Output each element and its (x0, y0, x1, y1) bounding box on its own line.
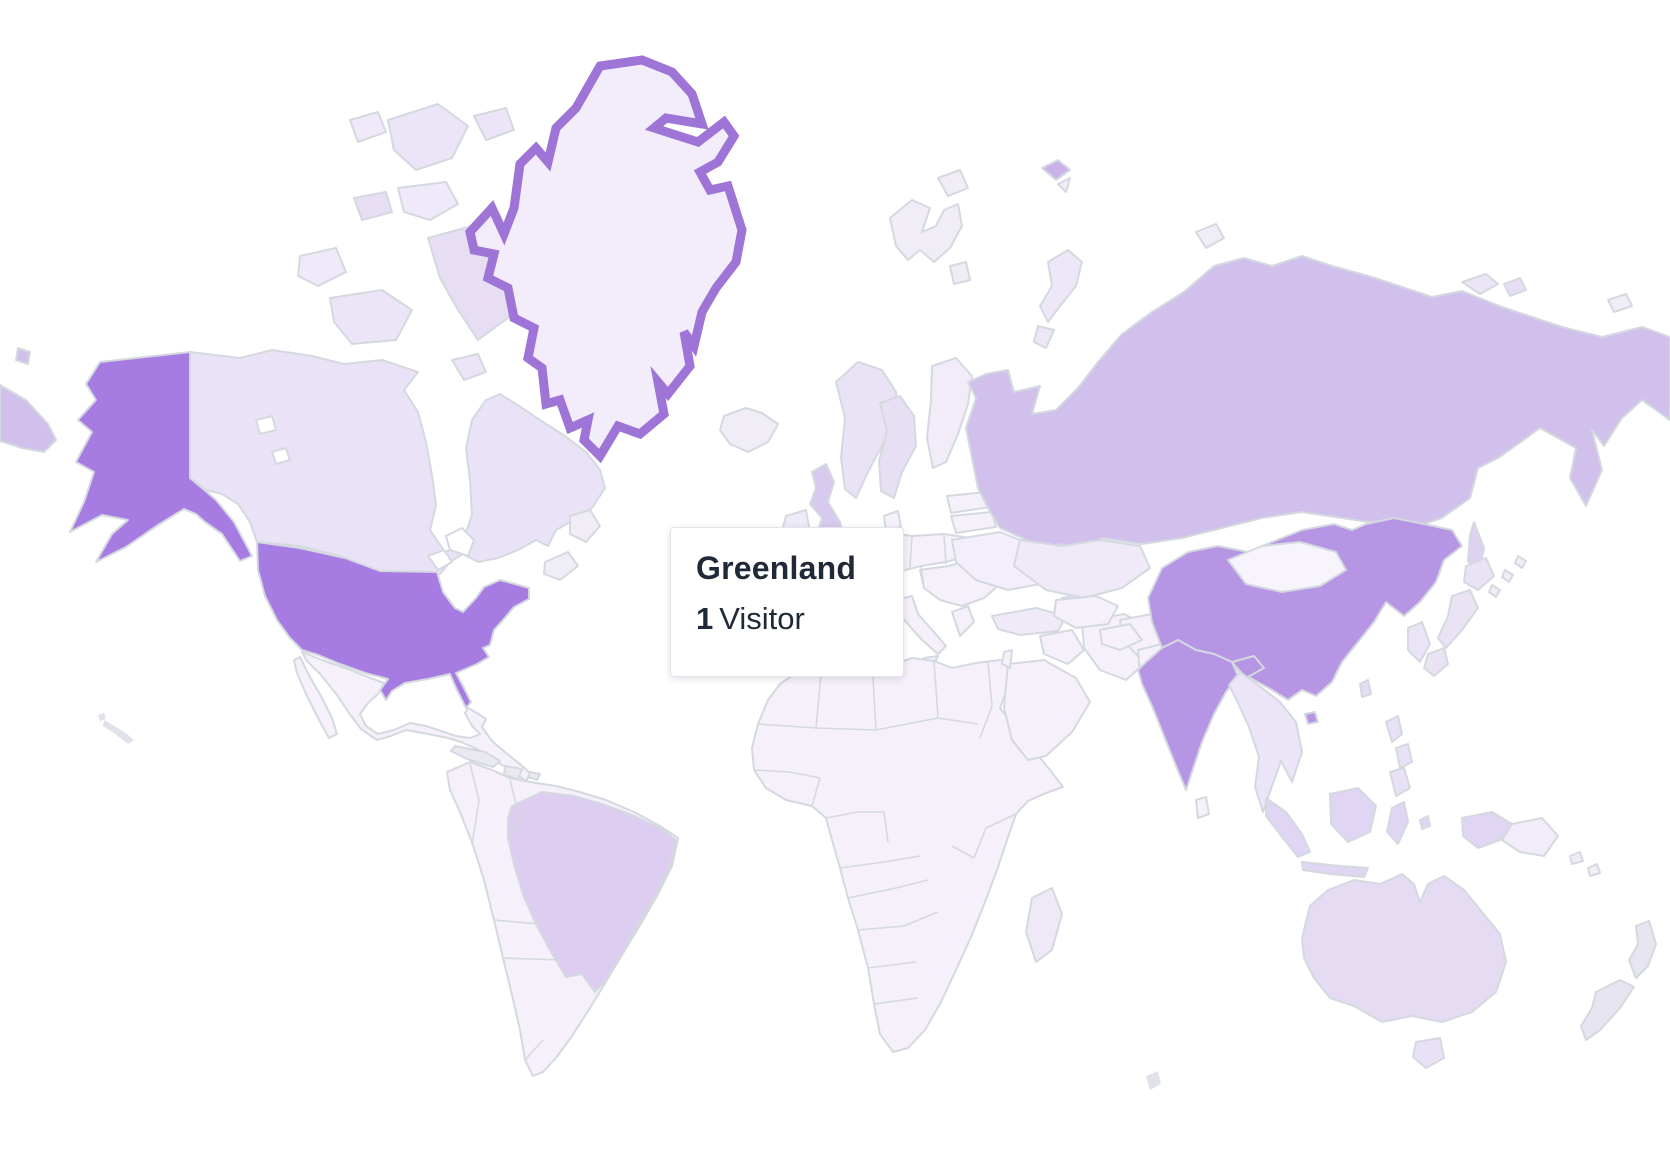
country-philippines[interactable] (1385, 715, 1413, 797)
tooltip-visitor-number: 1 (696, 600, 714, 636)
country-kazakhstan[interactable] (1013, 539, 1151, 599)
island-cuba[interactable] (450, 745, 501, 768)
country-borders-africa (753, 660, 1017, 1005)
island-new-siberian[interactable] (1503, 277, 1527, 297)
country-turkey[interactable] (991, 607, 1067, 636)
island-kerguelen[interactable] (1146, 1071, 1161, 1090)
island-puerto-rico[interactable] (527, 771, 541, 781)
island-southampton[interactable] (451, 353, 487, 381)
island-wrangel[interactable] (1607, 293, 1633, 313)
region-levant[interactable] (1001, 649, 1013, 669)
country-saudi-arabia[interactable] (1003, 659, 1091, 761)
region-west-papua[interactable] (1461, 811, 1513, 849)
lake-great-lakes (445, 527, 475, 557)
island-borneo[interactable] (1329, 787, 1377, 843)
country-usa-alaska[interactable] (69, 351, 253, 563)
island-franz-josef[interactable] (1057, 177, 1071, 193)
island-hainan[interactable] (1304, 711, 1319, 725)
island-java[interactable] (1301, 861, 1369, 878)
island-svalbard[interactable] (889, 199, 963, 263)
island-tasmania[interactable] (1412, 1037, 1445, 1069)
region-nova-scotia[interactable] (543, 551, 579, 581)
country-japan[interactable] (1423, 557, 1495, 677)
island-devon[interactable] (397, 181, 459, 221)
country-papua-new-guinea[interactable] (1501, 817, 1559, 857)
country-iraq[interactable] (1039, 629, 1085, 665)
island-arctic[interactable] (349, 111, 387, 143)
lake-great-lakes (427, 549, 453, 571)
country-russia[interactable] (965, 255, 1670, 553)
country-russia-fragment[interactable] (15, 347, 31, 365)
country-greenland[interactable] (465, 55, 747, 464)
island-franz-josef[interactable] (1041, 159, 1071, 181)
tooltip-visitor-count: 1 Visitor (696, 600, 879, 636)
island-kurils[interactable] (1488, 555, 1527, 598)
island-madagascar[interactable] (1025, 887, 1063, 963)
country-mongolia[interactable] (1227, 541, 1347, 593)
country-borders-south-america (469, 763, 561, 1061)
country-usa-mainland[interactable] (256, 541, 530, 709)
country-iceland[interactable] (719, 407, 779, 453)
region-central-asia[interactable] (1053, 595, 1119, 629)
island-new-siberian[interactable] (1461, 273, 1499, 295)
island-novaya-zemlya[interactable] (1033, 325, 1055, 349)
world-countries (0, 55, 1670, 1090)
island-taiwan[interactable] (1359, 679, 1372, 698)
country-norway[interactable] (835, 361, 899, 499)
country-india[interactable] (1137, 639, 1239, 791)
country-sweden[interactable] (878, 395, 917, 499)
island-severnaya[interactable] (1195, 223, 1225, 249)
island-newfoundland[interactable] (569, 509, 601, 543)
island-sulawesi[interactable] (1386, 801, 1409, 845)
lake-canada (271, 447, 291, 465)
region-korea[interactable] (1407, 621, 1431, 663)
tooltip-country-name: Greenland (696, 550, 857, 586)
island-arctic[interactable] (353, 191, 393, 221)
region-central-asia[interactable] (1099, 623, 1143, 651)
island-sri-lanka[interactable] (1195, 796, 1210, 819)
island-ellesmere[interactable] (387, 103, 469, 171)
island-victoria[interactable] (329, 289, 413, 345)
country-mexico[interactable] (301, 651, 532, 782)
country-greece[interactable] (951, 605, 975, 637)
island-hawaii[interactable] (98, 713, 134, 744)
island-arctic[interactable] (473, 107, 515, 141)
lake-canada (255, 415, 277, 435)
island-banks[interactable] (297, 247, 347, 287)
island-moluccas[interactable] (1419, 815, 1431, 830)
island-novaya-zemlya[interactable] (1039, 249, 1083, 323)
region-baltics[interactable] (950, 511, 997, 534)
island-svalbard[interactable] (937, 169, 971, 285)
country-canada[interactable] (189, 349, 606, 575)
map-tooltip: Greenland 1 Visitor (670, 527, 904, 677)
island-sumatra[interactable] (1265, 797, 1311, 858)
tooltip-visitor-label: Visitor (719, 600, 805, 636)
country-australia[interactable] (1301, 873, 1507, 1023)
country-new-zealand[interactable] (1580, 920, 1657, 1041)
region-indochina[interactable] (1228, 671, 1303, 813)
country-russia-fragment[interactable] (0, 384, 57, 453)
country-borders-europe (797, 517, 947, 647)
country-finland[interactable] (926, 357, 973, 469)
continent-africa[interactable] (751, 657, 1064, 1053)
country-brazil[interactable] (507, 791, 677, 993)
island-solomons[interactable] (1569, 851, 1601, 877)
region-baja[interactable] (293, 656, 338, 739)
